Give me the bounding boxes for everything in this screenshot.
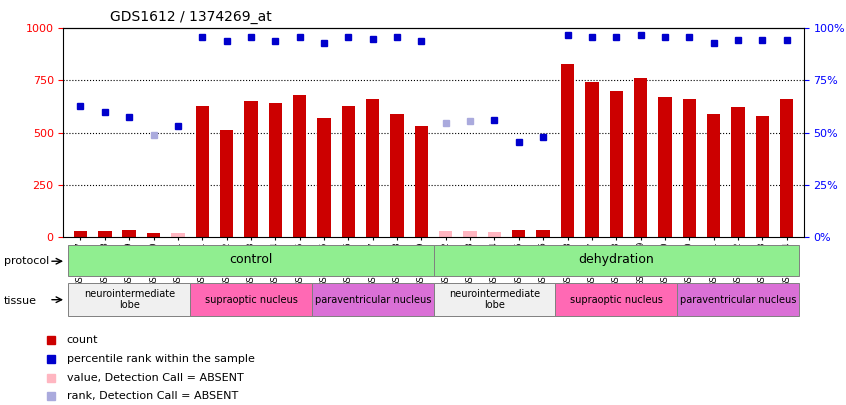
Text: neurointermediate
lobe: neurointermediate lobe xyxy=(84,289,175,311)
Bar xyxy=(609,91,623,237)
Bar xyxy=(195,106,209,237)
Bar xyxy=(390,114,404,237)
Text: neurointermediate
lobe: neurointermediate lobe xyxy=(449,289,540,311)
Text: tissue: tissue xyxy=(4,296,37,305)
Bar xyxy=(415,126,428,237)
Text: value, Detection Call = ABSENT: value, Detection Call = ABSENT xyxy=(67,373,244,383)
Bar xyxy=(244,101,258,237)
Text: protocol: protocol xyxy=(4,256,49,266)
Bar xyxy=(69,284,190,316)
Bar xyxy=(677,284,799,316)
Text: count: count xyxy=(67,335,98,345)
Bar xyxy=(342,106,355,237)
Bar xyxy=(561,64,574,237)
Bar xyxy=(268,103,282,237)
Bar xyxy=(707,114,720,237)
Bar xyxy=(488,232,501,237)
Bar xyxy=(512,230,525,237)
Bar xyxy=(585,81,599,237)
Bar xyxy=(171,233,184,237)
Bar xyxy=(123,230,136,237)
Bar xyxy=(293,95,306,237)
Bar xyxy=(658,97,672,237)
Bar xyxy=(98,231,112,237)
Bar xyxy=(731,107,744,237)
Bar xyxy=(433,245,799,276)
Bar xyxy=(780,99,794,237)
Bar xyxy=(536,230,550,237)
Bar xyxy=(439,231,453,237)
Text: supraoptic nucleus: supraoptic nucleus xyxy=(205,295,298,305)
Bar xyxy=(683,99,696,237)
Bar xyxy=(634,79,647,237)
Text: GDS1612 / 1374269_at: GDS1612 / 1374269_at xyxy=(110,10,272,24)
Bar xyxy=(555,284,677,316)
Text: rank, Detection Call = ABSENT: rank, Detection Call = ABSENT xyxy=(67,391,238,401)
Bar xyxy=(69,245,433,276)
Bar xyxy=(464,231,477,237)
Bar xyxy=(220,130,233,237)
Bar xyxy=(312,284,433,316)
Text: paraventricular nucleus: paraventricular nucleus xyxy=(315,295,431,305)
Text: supraoptic nucleus: supraoptic nucleus xyxy=(569,295,662,305)
Bar xyxy=(147,233,160,237)
Text: control: control xyxy=(229,253,272,266)
Bar xyxy=(433,284,555,316)
Text: paraventricular nucleus: paraventricular nucleus xyxy=(680,295,796,305)
Bar xyxy=(190,284,312,316)
Bar xyxy=(366,99,379,237)
Bar xyxy=(755,116,769,237)
Bar xyxy=(317,118,331,237)
Bar xyxy=(74,231,87,237)
Text: percentile rank within the sample: percentile rank within the sample xyxy=(67,354,255,364)
Text: dehydration: dehydration xyxy=(579,253,654,266)
